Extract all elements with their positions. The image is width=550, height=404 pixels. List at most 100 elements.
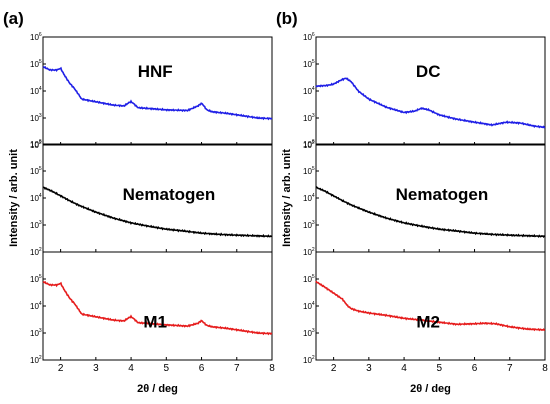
y-tick-exponent: 6 <box>312 32 315 38</box>
subplot-frame <box>315 36 546 146</box>
y-tick-base: 10 <box>30 248 39 257</box>
x-tick-label: 3 <box>93 363 99 374</box>
y-tick-base: 10 <box>303 141 312 150</box>
panel-label: (a) <box>3 9 24 28</box>
y-tick-exponent: 3 <box>312 220 315 226</box>
panel-b: (b)102103104105106DC102103104105106Nemat… <box>276 9 548 395</box>
y-axis-title: Intensity / arb. unit <box>281 149 293 247</box>
series-label-m2: M2 <box>416 313 440 332</box>
x-tick-label: 7 <box>507 363 513 374</box>
y-tick-label: 105 <box>30 59 42 69</box>
y-tick-label: 103 <box>303 328 315 338</box>
y-tick-base: 10 <box>303 114 312 123</box>
y-tick-base: 10 <box>303 167 312 176</box>
y-tick-label: 104 <box>303 193 315 203</box>
y-tick-label: 102 <box>30 140 42 150</box>
y-tick-exponent: 3 <box>39 113 42 119</box>
y-tick-label: 106 <box>30 32 42 42</box>
y-tick-exponent: 2 <box>312 355 315 361</box>
x-tick-label: 6 <box>199 363 205 374</box>
y-tick-exponent: 5 <box>312 166 315 172</box>
y-tick-exponent: 6 <box>312 139 315 145</box>
y-tick-exponent: 3 <box>39 220 42 226</box>
y-tick-label: 102 <box>30 355 42 365</box>
y-tick-base: 10 <box>30 302 39 311</box>
y-tick-base: 10 <box>30 140 39 149</box>
subplot-frame <box>315 251 546 361</box>
y-tick-exponent: 4 <box>39 86 42 92</box>
series-line-nematogen <box>315 186 546 238</box>
x-axis-title: 2θ / deg <box>410 383 451 395</box>
y-tick-base: 10 <box>303 275 312 284</box>
y-tick-label: 102 <box>303 140 315 150</box>
y-tick-label: 102 <box>30 247 42 257</box>
y-tick-label: 104 <box>303 86 315 96</box>
y-tick-exponent: 4 <box>312 193 315 199</box>
x-axis-title: 2θ / deg <box>137 383 178 395</box>
y-tick-label: 103 <box>303 113 315 123</box>
series-label-nematogen: Nematogen <box>396 185 489 204</box>
y-tick-label: 102 <box>303 247 315 257</box>
y-tick-label: 103 <box>30 328 42 338</box>
y-tick-exponent: 5 <box>39 166 42 172</box>
series-line-nematogen <box>42 186 273 238</box>
y-tick-exponent: 3 <box>39 328 42 334</box>
y-tick-exponent: 5 <box>39 274 42 280</box>
y-tick-label: 104 <box>30 301 42 311</box>
y-tick-exponent: 6 <box>39 32 42 38</box>
series-label-nematogen: Nematogen <box>123 185 216 204</box>
y-tick-exponent: 2 <box>39 355 42 361</box>
y-tick-base: 10 <box>30 141 39 150</box>
y-tick-exponent: 6 <box>39 139 42 145</box>
series-line-hnf <box>42 65 273 121</box>
y-tick-base: 10 <box>303 221 312 230</box>
series-line-dc <box>315 77 546 129</box>
series-line-m1 <box>42 280 273 336</box>
x-tick-label: 8 <box>542 363 548 374</box>
y-tick-base: 10 <box>303 194 312 203</box>
y-tick-label: 106 <box>303 32 315 42</box>
y-tick-label: 103 <box>30 220 42 230</box>
y-tick-base: 10 <box>30 194 39 203</box>
y-tick-exponent: 2 <box>39 247 42 253</box>
y-tick-base: 10 <box>30 87 39 96</box>
series-label-dc: DC <box>416 62 441 81</box>
y-tick-base: 10 <box>303 329 312 338</box>
y-tick-base: 10 <box>30 33 39 42</box>
y-tick-label: 105 <box>30 274 42 284</box>
y-tick-exponent: 2 <box>312 247 315 253</box>
y-tick-label: 104 <box>30 193 42 203</box>
y-tick-base: 10 <box>303 140 312 149</box>
y-tick-base: 10 <box>303 33 312 42</box>
y-tick-exponent: 2 <box>312 140 315 146</box>
panel-label: (b) <box>276 9 298 28</box>
x-tick-label: 6 <box>472 363 478 374</box>
y-tick-exponent: 4 <box>39 301 42 307</box>
x-tick-label: 8 <box>269 363 275 374</box>
y-tick-exponent: 5 <box>312 274 315 280</box>
y-axis-title: Intensity / arb. unit <box>8 149 20 247</box>
y-tick-label: 105 <box>30 166 42 176</box>
y-tick-base: 10 <box>30 114 39 123</box>
series-label-hnf: HNF <box>138 62 173 81</box>
series-label-m1: M1 <box>143 313 167 332</box>
y-tick-base: 10 <box>303 87 312 96</box>
x-tick-label: 2 <box>58 363 64 374</box>
y-tick-label: 106 <box>303 139 315 149</box>
y-tick-base: 10 <box>30 60 39 69</box>
y-tick-exponent: 5 <box>312 59 315 65</box>
y-tick-exponent: 4 <box>39 193 42 199</box>
y-tick-label: 102 <box>303 355 315 365</box>
y-tick-label: 104 <box>30 86 42 96</box>
y-tick-base: 10 <box>303 248 312 257</box>
y-tick-base: 10 <box>303 356 312 365</box>
x-tick-label: 4 <box>401 363 407 374</box>
y-tick-label: 103 <box>30 113 42 123</box>
y-tick-base: 10 <box>30 167 39 176</box>
y-tick-label: 105 <box>303 166 315 176</box>
panel-a: (a)102103104105106HNF102103104105106Nema… <box>3 9 275 395</box>
